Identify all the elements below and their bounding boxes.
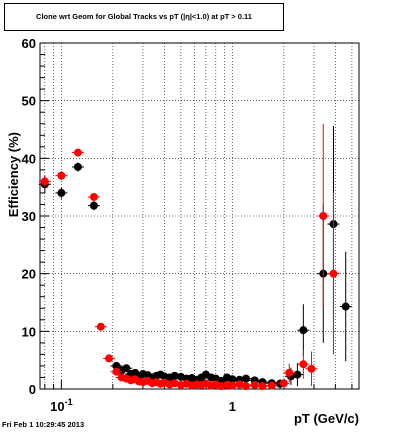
- marker: [319, 212, 328, 220]
- data-point: [277, 378, 290, 388]
- y-tick-label: 60: [22, 36, 36, 51]
- x-axis-label: pT (GeV/c): [294, 411, 359, 426]
- data-point: [120, 364, 133, 373]
- marker: [299, 326, 308, 335]
- marker: [73, 162, 82, 171]
- marker: [105, 354, 114, 363]
- data-point: [239, 374, 252, 383]
- y-tick-label: 0: [29, 382, 36, 397]
- marker: [299, 360, 308, 369]
- x-tick-label: 1: [229, 399, 236, 414]
- chart-title: Clone wrt Geom for Global Tracks vs pT (…: [36, 12, 252, 21]
- marker: [279, 379, 288, 388]
- marker: [40, 177, 49, 186]
- data-point: [291, 363, 304, 387]
- marker: [307, 364, 316, 373]
- data-point: [256, 382, 269, 391]
- x-tick-label: 10-1: [50, 397, 72, 414]
- timestamp-footer: Fri Feb 1 10:29:45 2013: [2, 420, 85, 429]
- marker: [112, 367, 121, 376]
- data-point: [94, 322, 107, 331]
- y-tick-label: 10: [22, 324, 36, 339]
- marker: [329, 269, 338, 278]
- marker: [89, 192, 98, 201]
- data-point: [38, 175, 51, 188]
- data-point: [55, 187, 68, 199]
- y-tick-label: 20: [22, 267, 36, 282]
- marker: [170, 371, 179, 380]
- marker: [228, 381, 237, 390]
- marker: [250, 380, 259, 389]
- data-point: [297, 304, 310, 357]
- marker: [285, 368, 294, 377]
- data-point: [265, 381, 278, 390]
- marker: [122, 364, 131, 373]
- marker: [112, 361, 121, 370]
- data-point: [71, 162, 84, 172]
- data-point: [339, 251, 352, 362]
- marker: [228, 375, 237, 384]
- marker: [73, 148, 82, 157]
- data-point: [55, 171, 68, 181]
- marker: [57, 171, 66, 180]
- data-point: [317, 123, 330, 309]
- marker: [57, 188, 66, 197]
- data-point: [239, 382, 252, 391]
- y-tick-label: 40: [22, 151, 36, 166]
- data-point: [297, 349, 310, 379]
- data-point: [71, 148, 84, 157]
- marker: [341, 302, 350, 311]
- y-tick-label: 50: [22, 94, 36, 109]
- chart-title-box: Clone wrt Geom for Global Tracks vs pT (…: [4, 3, 284, 31]
- y-axis-label: Efficiency (%): [6, 132, 21, 217]
- marker: [267, 381, 276, 390]
- data-point: [110, 367, 123, 376]
- data-point: [87, 201, 100, 211]
- data-point: [305, 351, 318, 387]
- y-tick-label: 30: [22, 209, 36, 224]
- data-point: [103, 354, 116, 363]
- data-point: [87, 192, 100, 201]
- marker: [241, 382, 250, 391]
- marker: [258, 382, 267, 391]
- marker: [293, 370, 302, 379]
- data-point: [327, 192, 340, 355]
- marker: [96, 322, 105, 331]
- marker: [89, 201, 98, 210]
- grid: [40, 43, 359, 389]
- data-marks: [38, 123, 352, 391]
- marker: [241, 374, 250, 383]
- data-point: [283, 363, 296, 383]
